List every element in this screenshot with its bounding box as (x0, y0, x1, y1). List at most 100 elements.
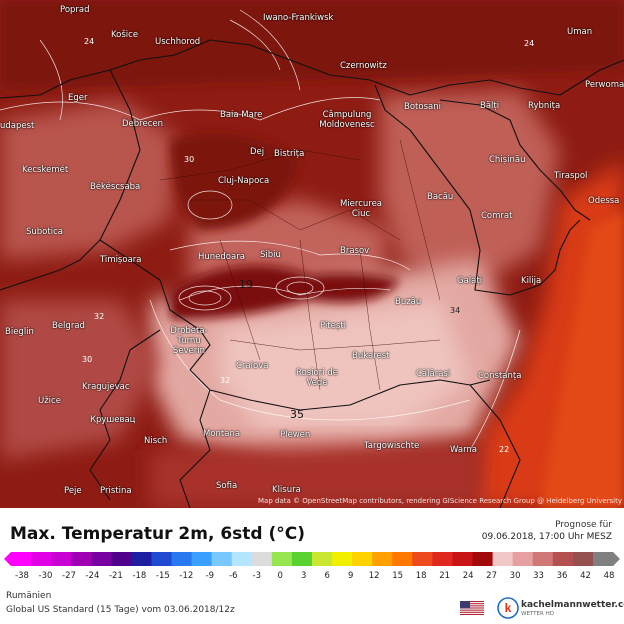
city-label[interactable]: Sofia (216, 481, 238, 491)
colorbar-tick-label: 24 (462, 571, 474, 581)
city-label[interactable]: Buzău (395, 297, 422, 307)
colorbar-segment (251, 552, 273, 566)
city-label[interactable]: Cluj-Napoca (218, 176, 270, 186)
kachelmann-logo-icon[interactable]: k (497, 597, 519, 619)
city-label[interactable]: Galați (457, 276, 483, 286)
city-label[interactable]: Comrat (481, 211, 513, 221)
city-label[interactable]: Câmpulung Moldovenesc (319, 110, 375, 130)
city-label[interactable]: Klisura (272, 485, 301, 495)
isotherm-label: 34 (450, 306, 461, 315)
colorbar-tick-label: -12 (179, 571, 194, 581)
city-label[interactable]: Dej (250, 147, 265, 157)
colorbar-tick-label: 27 (486, 571, 498, 581)
city-label[interactable]: Belgrad (52, 321, 85, 331)
colorbar-tick-label: -15 (155, 571, 170, 581)
colorbar-segment (532, 552, 554, 566)
city-label[interactable]: Iwano-Frankiwsk (263, 13, 334, 23)
colorbar-tick-label: 48 (603, 571, 615, 581)
colorbar-segment (392, 552, 413, 566)
isotherm-label: 22 (499, 445, 510, 454)
city-label[interactable]: Užice (38, 396, 61, 406)
city-label[interactable]: Debrecen (122, 119, 163, 129)
city-label[interactable]: Chișinău (489, 155, 526, 165)
city-label[interactable]: Timișoara (100, 255, 142, 265)
isotherm-label: 32 (94, 312, 105, 321)
city-label[interactable]: Bălți (480, 101, 500, 111)
city-label[interactable]: Bieglin (5, 327, 34, 337)
city-label[interactable]: udapest (0, 121, 35, 131)
city-label[interactable]: Peje (64, 486, 82, 496)
city-label[interactable]: Košice (111, 30, 139, 40)
colorbar-segment (271, 552, 293, 566)
city-label[interactable]: Tiraspol (554, 171, 588, 181)
city-label[interactable]: Uschhorod (155, 37, 201, 47)
city-label[interactable]: Bistrița (274, 149, 305, 159)
isotherm-label: 24 (524, 39, 535, 48)
us-flag-icon[interactable] (460, 601, 484, 615)
city-label[interactable]: Baia Mare (220, 110, 263, 120)
colorbar-tick-label: 18 (415, 571, 427, 581)
city-label[interactable]: Drobeta-Turnu Severin (170, 326, 208, 356)
colorbar-tick-label: -6 (229, 571, 238, 581)
colorbar-segment (151, 552, 173, 566)
colorbar-tick-label: -3 (252, 571, 262, 581)
colorbar-segment (552, 552, 574, 566)
city-label[interactable]: Constanța (478, 371, 522, 381)
colorbar-segment (191, 552, 213, 566)
legend-panel (0, 508, 624, 624)
city-label[interactable]: Sibiu (260, 250, 281, 260)
city-label[interactable]: Hunedoara (198, 252, 245, 262)
colorbar-tick-label: 42 (580, 571, 591, 581)
city-label[interactable]: Békéscsaba (90, 182, 141, 192)
colorbar-segment (71, 552, 92, 566)
colorbar-left-arrow (4, 552, 11, 566)
colorbar-segment (352, 552, 373, 566)
city-label[interactable]: Plewen (280, 430, 311, 440)
colorbar-tick-label: -38 (15, 571, 29, 581)
city-label[interactable]: Botosani (404, 102, 441, 112)
city-label[interactable]: Rybnița (528, 101, 561, 111)
colorbar-tick-label: 12 (368, 571, 380, 581)
city-label[interactable]: Brașov (340, 246, 370, 256)
city-label[interactable]: Kilija (521, 276, 542, 286)
city-label[interactable]: Nisch (144, 436, 168, 446)
colorbar-tick-label: -24 (85, 571, 100, 581)
city-label[interactable]: Крушевац (90, 415, 136, 425)
city-label[interactable]: Uman (567, 27, 593, 37)
city-label[interactable]: Montana (203, 429, 241, 439)
forecast-label: Prognose für (555, 520, 612, 530)
city-label[interactable]: Roșiori de Vede (296, 368, 338, 388)
colorbar-tick-label: -9 (205, 571, 215, 581)
colorbar-tick-label: 15 (392, 571, 404, 581)
colorbar-segment (211, 552, 233, 566)
city-label[interactable]: Călărași (416, 369, 451, 379)
temperature-map[interactable]: Poprad Iwano-Frankiwsk Uman Košice Uschh… (0, 0, 624, 508)
city-label[interactable]: Kragujevac (82, 382, 130, 392)
isotherm-label: 32 (220, 376, 231, 385)
city-label[interactable]: Kecskemét (22, 165, 69, 175)
temperature-colorbar (4, 552, 620, 566)
city-label[interactable]: Bacău (427, 192, 454, 202)
isotherm-label: 35 (290, 408, 304, 421)
page-title: Max. Temperatur 2m, 6std (°C) (10, 524, 305, 544)
city-label[interactable]: Craiova (236, 361, 269, 371)
colorbar-segment (372, 552, 393, 566)
city-label[interactable]: Bukarest (352, 351, 390, 361)
brand-name[interactable]: kachelmannwetter.com (521, 600, 624, 610)
map-attribution: Map data © OpenStreetMap contributors, r… (258, 497, 622, 505)
colorbar-segment (492, 552, 514, 566)
isotherm-label: 19 (239, 278, 253, 291)
city-label[interactable]: Odessa (588, 196, 620, 206)
city-label[interactable]: Poprad (60, 5, 90, 15)
city-label[interactable]: Subotica (26, 227, 63, 237)
city-label[interactable]: Miercurea Ciuc (339, 199, 383, 219)
city-label[interactable]: Perwoma (585, 80, 624, 90)
colorbar-tick-label: -18 (132, 571, 147, 581)
city-label[interactable]: Warna (450, 445, 478, 455)
city-label[interactable]: Targowischte (364, 441, 420, 451)
city-label[interactable]: Pristina (100, 486, 132, 496)
colorbar-tick-label: 36 (556, 571, 568, 581)
city-label[interactable]: Pitești (320, 321, 346, 331)
city-label[interactable]: Czernowitz (340, 61, 387, 71)
city-label[interactable]: Eger (68, 93, 88, 103)
